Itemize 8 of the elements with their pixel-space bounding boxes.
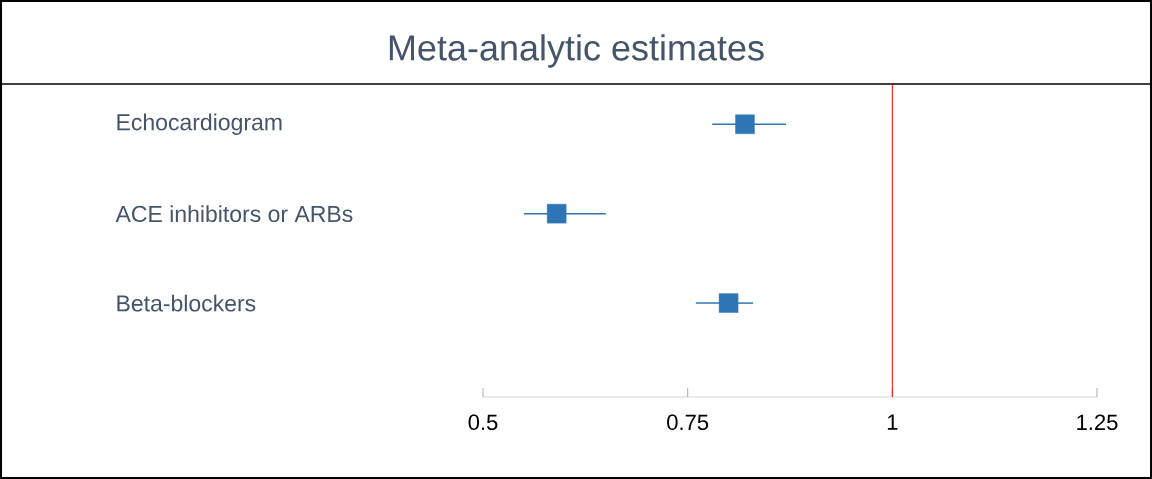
y-tick-label: Beta-blockers bbox=[117, 294, 256, 312]
y-tick-label: ACE inhibitors or ARBs bbox=[115, 205, 353, 223]
x-tick-label: 0.5 bbox=[468, 414, 498, 431]
chart-title: Meta-analytic estimates bbox=[389, 34, 764, 68]
x-tick-label: 0.75 bbox=[667, 414, 709, 431]
x-tick-label: 1 bbox=[887, 414, 898, 430]
x-tick-label: 1.25 bbox=[1077, 414, 1118, 431]
y-tick-label: Echocardiogram bbox=[117, 113, 282, 135]
